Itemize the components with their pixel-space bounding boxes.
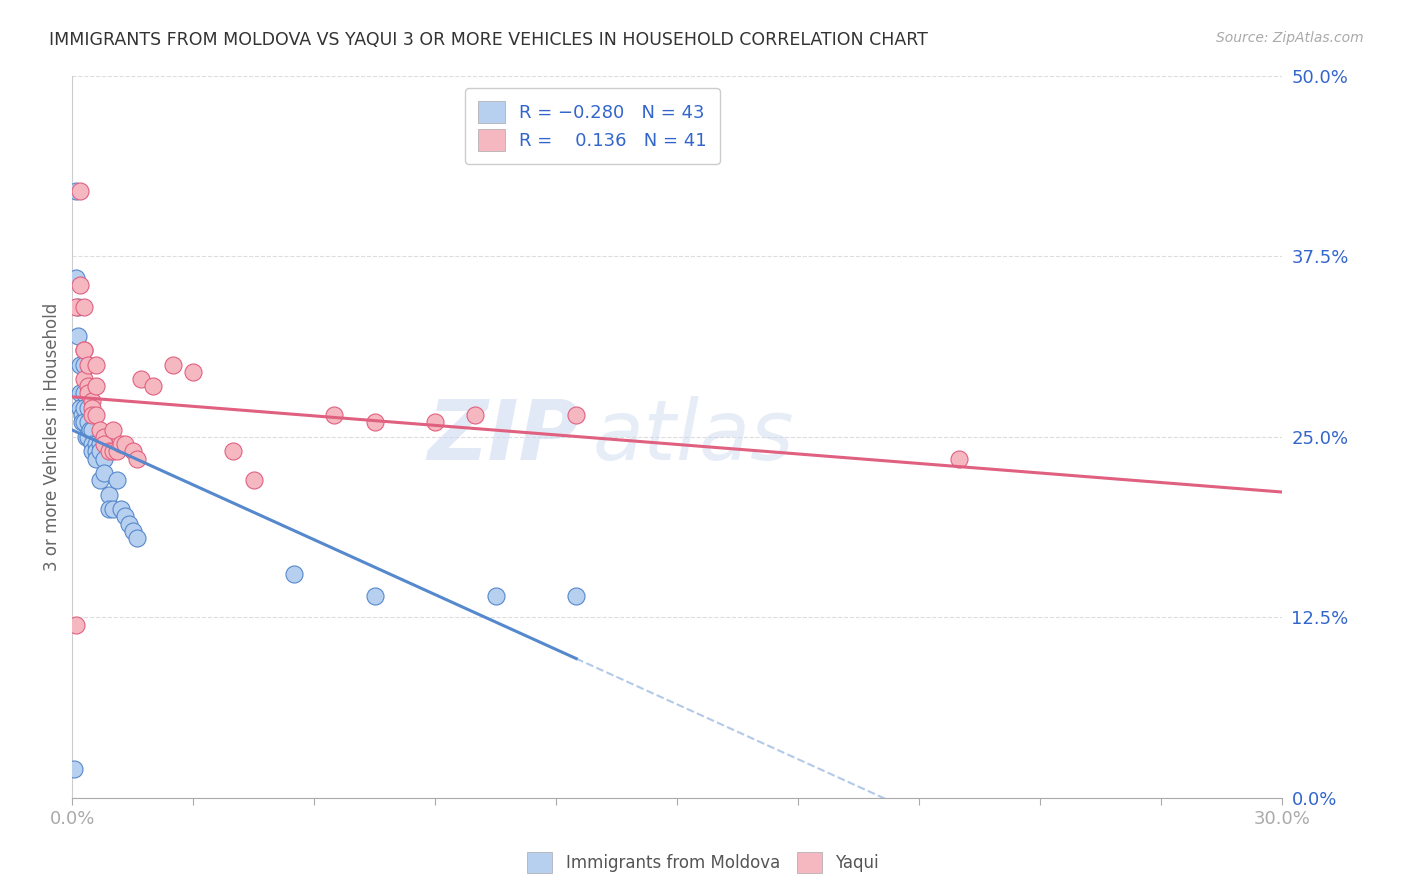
Point xyxy=(125,531,148,545)
Point xyxy=(72,408,94,422)
Point xyxy=(82,444,104,458)
Point xyxy=(86,444,108,458)
Point xyxy=(82,437,104,451)
Point xyxy=(77,386,100,401)
Point xyxy=(86,358,108,372)
Point xyxy=(73,300,96,314)
Point xyxy=(77,379,100,393)
Point xyxy=(363,416,385,430)
Point xyxy=(63,762,86,776)
Point xyxy=(73,343,96,358)
Point xyxy=(82,423,104,437)
Point xyxy=(65,300,87,314)
Point xyxy=(77,416,100,430)
Point xyxy=(89,437,111,451)
Point xyxy=(73,401,96,415)
Point xyxy=(283,567,305,582)
Point xyxy=(73,372,96,386)
Point xyxy=(89,423,111,437)
Point xyxy=(89,473,111,487)
Point xyxy=(86,437,108,451)
Point xyxy=(93,451,115,466)
Point xyxy=(101,444,124,458)
Point xyxy=(77,358,100,372)
Point xyxy=(69,278,91,293)
Point xyxy=(97,488,120,502)
Point xyxy=(948,451,970,466)
Point xyxy=(97,502,120,516)
Point xyxy=(162,358,184,372)
Point xyxy=(110,437,132,451)
Point xyxy=(69,401,91,415)
Point xyxy=(125,451,148,466)
Point xyxy=(67,328,90,343)
Point xyxy=(73,358,96,372)
Point xyxy=(89,444,111,458)
Point xyxy=(484,589,506,603)
Point xyxy=(73,386,96,401)
Point xyxy=(79,423,101,437)
Point xyxy=(65,617,87,632)
Point xyxy=(129,372,152,386)
Point xyxy=(77,430,100,444)
Point xyxy=(82,393,104,408)
Point xyxy=(110,502,132,516)
Legend: R = −0.280   N = 43, R =    0.136   N = 41: R = −0.280 N = 43, R = 0.136 N = 41 xyxy=(465,88,720,164)
Point xyxy=(65,270,87,285)
Point xyxy=(65,184,87,198)
Point xyxy=(67,300,90,314)
Point xyxy=(242,473,264,487)
Text: ZIP: ZIP xyxy=(427,396,581,477)
Point xyxy=(69,184,91,198)
Point xyxy=(101,423,124,437)
Legend: Immigrants from Moldova, Yaqui: Immigrants from Moldova, Yaqui xyxy=(520,846,886,880)
Point xyxy=(97,444,120,458)
Point xyxy=(222,444,245,458)
Point xyxy=(77,401,100,415)
Point xyxy=(323,408,346,422)
Point xyxy=(464,408,486,422)
Point xyxy=(75,430,97,444)
Point xyxy=(114,509,136,524)
Point xyxy=(565,589,588,603)
Point xyxy=(121,444,143,458)
Point xyxy=(86,379,108,393)
Point xyxy=(72,416,94,430)
Point xyxy=(82,408,104,422)
Point xyxy=(565,408,588,422)
Point xyxy=(69,358,91,372)
Point xyxy=(142,379,165,393)
Point xyxy=(121,524,143,538)
Point xyxy=(423,416,446,430)
Point xyxy=(363,589,385,603)
Point xyxy=(93,430,115,444)
Point xyxy=(69,386,91,401)
Text: atlas: atlas xyxy=(592,396,794,477)
Point xyxy=(86,451,108,466)
Point xyxy=(101,502,124,516)
Point xyxy=(114,437,136,451)
Point xyxy=(86,408,108,422)
Point xyxy=(93,437,115,451)
Point xyxy=(105,444,128,458)
Text: Source: ZipAtlas.com: Source: ZipAtlas.com xyxy=(1216,31,1364,45)
Point xyxy=(73,343,96,358)
Y-axis label: 3 or more Vehicles in Household: 3 or more Vehicles in Household xyxy=(44,302,60,571)
Point xyxy=(93,466,115,480)
Point xyxy=(118,516,141,531)
Point xyxy=(82,401,104,415)
Point xyxy=(181,365,204,379)
Point xyxy=(73,416,96,430)
Text: IMMIGRANTS FROM MOLDOVA VS YAQUI 3 OR MORE VEHICLES IN HOUSEHOLD CORRELATION CHA: IMMIGRANTS FROM MOLDOVA VS YAQUI 3 OR MO… xyxy=(49,31,928,49)
Point xyxy=(105,473,128,487)
